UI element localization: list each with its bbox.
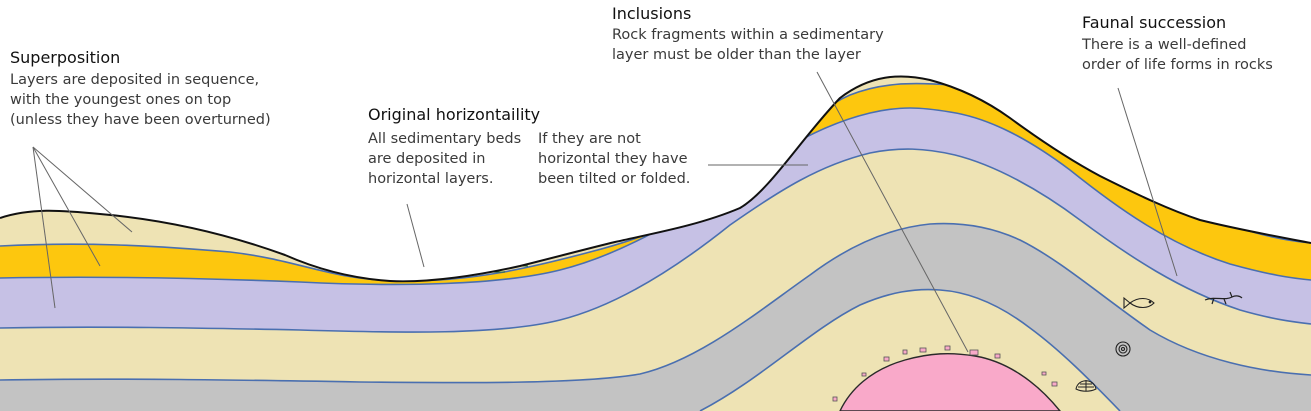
horizontality-line: are deposited in	[368, 151, 486, 167]
faunal-text: There is a well-defined order of life fo…	[1082, 35, 1273, 75]
faunal-line: There is a well-defined	[1082, 37, 1247, 53]
horizontality-text-col2: If they are not horizontal they have bee…	[538, 129, 690, 189]
inclusions-title: Inclusions	[612, 4, 692, 23]
inclusions-line: layer must be older than the layer	[612, 47, 861, 63]
pink-intrusion	[838, 353, 1062, 411]
inclusion-fragments	[832, 345, 1058, 402]
inclusions-line: Rock fragments within a sedimentary	[612, 27, 884, 43]
lizard-fossil-icon	[1204, 291, 1243, 305]
leader-lines	[32, 71, 1178, 353]
horizontality-line: If they are not	[538, 131, 641, 147]
superposition-line: with the youngest ones on top	[10, 92, 232, 108]
horizontality-line: been tilted or folded.	[538, 171, 691, 187]
horizontality-line: horizontal they have	[538, 151, 688, 167]
horizontality-text-col1: All sedimentary beds are deposited in ho…	[368, 129, 521, 189]
superposition-line: Layers are deposited in sequence,	[10, 72, 260, 88]
faunal-line: order of life forms in rocks	[1082, 57, 1273, 73]
horizontality-title: Original horizontaility	[368, 105, 541, 124]
shell-fossil-icon	[1075, 380, 1097, 392]
ammonite-fossil-icon	[1115, 341, 1131, 357]
inclusions-text: Rock fragments within a sedimentary laye…	[612, 25, 884, 65]
superposition-line: (unless they have been overturned)	[10, 112, 271, 128]
ground-surface	[0, 75, 1311, 283]
superposition-text: Layers are deposited in sequence, with t…	[10, 70, 271, 130]
horizontality-line: horizontal layers.	[368, 171, 494, 187]
faunal-title: Faunal succession	[1082, 13, 1227, 32]
superposition-title: Superposition	[10, 48, 121, 67]
horizontality-line: All sedimentary beds	[368, 131, 522, 147]
fish-fossil-icon	[1123, 296, 1155, 310]
